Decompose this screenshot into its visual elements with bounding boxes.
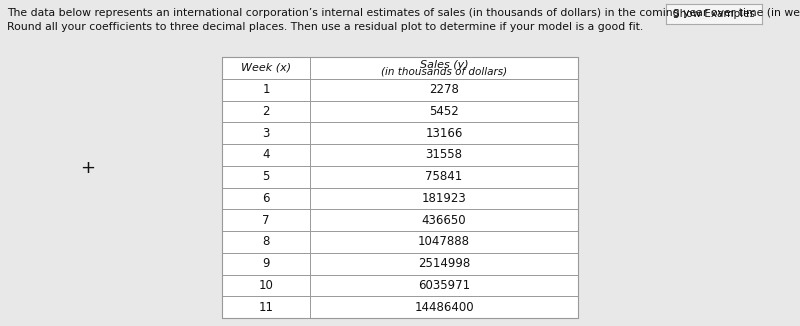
Text: 436650: 436650: [422, 214, 466, 227]
Text: 2514998: 2514998: [418, 257, 470, 270]
Text: 2: 2: [262, 105, 270, 118]
Text: The data below represents an international corporation’s internal estimates of s: The data below represents an internation…: [7, 8, 800, 18]
Text: 7: 7: [262, 214, 270, 227]
Text: (in thousands of dollars): (in thousands of dollars): [381, 67, 507, 77]
Text: 2278: 2278: [429, 83, 459, 96]
Text: 13166: 13166: [426, 126, 462, 140]
Text: 31558: 31558: [426, 148, 462, 161]
Text: +: +: [81, 159, 95, 177]
Text: 8: 8: [262, 235, 270, 248]
Text: 14486400: 14486400: [414, 301, 474, 314]
Text: 5: 5: [262, 170, 270, 183]
Text: 1: 1: [262, 83, 270, 96]
Text: 11: 11: [258, 301, 274, 314]
Text: 5452: 5452: [429, 105, 459, 118]
Text: 6035971: 6035971: [418, 279, 470, 292]
Text: 1047888: 1047888: [418, 235, 470, 248]
Text: 9: 9: [262, 257, 270, 270]
Text: 4: 4: [262, 148, 270, 161]
Text: Week (x): Week (x): [241, 63, 291, 73]
Text: 75841: 75841: [426, 170, 462, 183]
Text: 6: 6: [262, 192, 270, 205]
Text: Sales (y): Sales (y): [420, 60, 468, 70]
Text: Round all your coefficients to three decimal places. Then use a residual plot to: Round all your coefficients to three dec…: [7, 22, 643, 32]
Text: 3: 3: [262, 126, 270, 140]
Text: 181923: 181923: [422, 192, 466, 205]
Text: 10: 10: [258, 279, 274, 292]
Text: Show Examples: Show Examples: [673, 9, 755, 19]
